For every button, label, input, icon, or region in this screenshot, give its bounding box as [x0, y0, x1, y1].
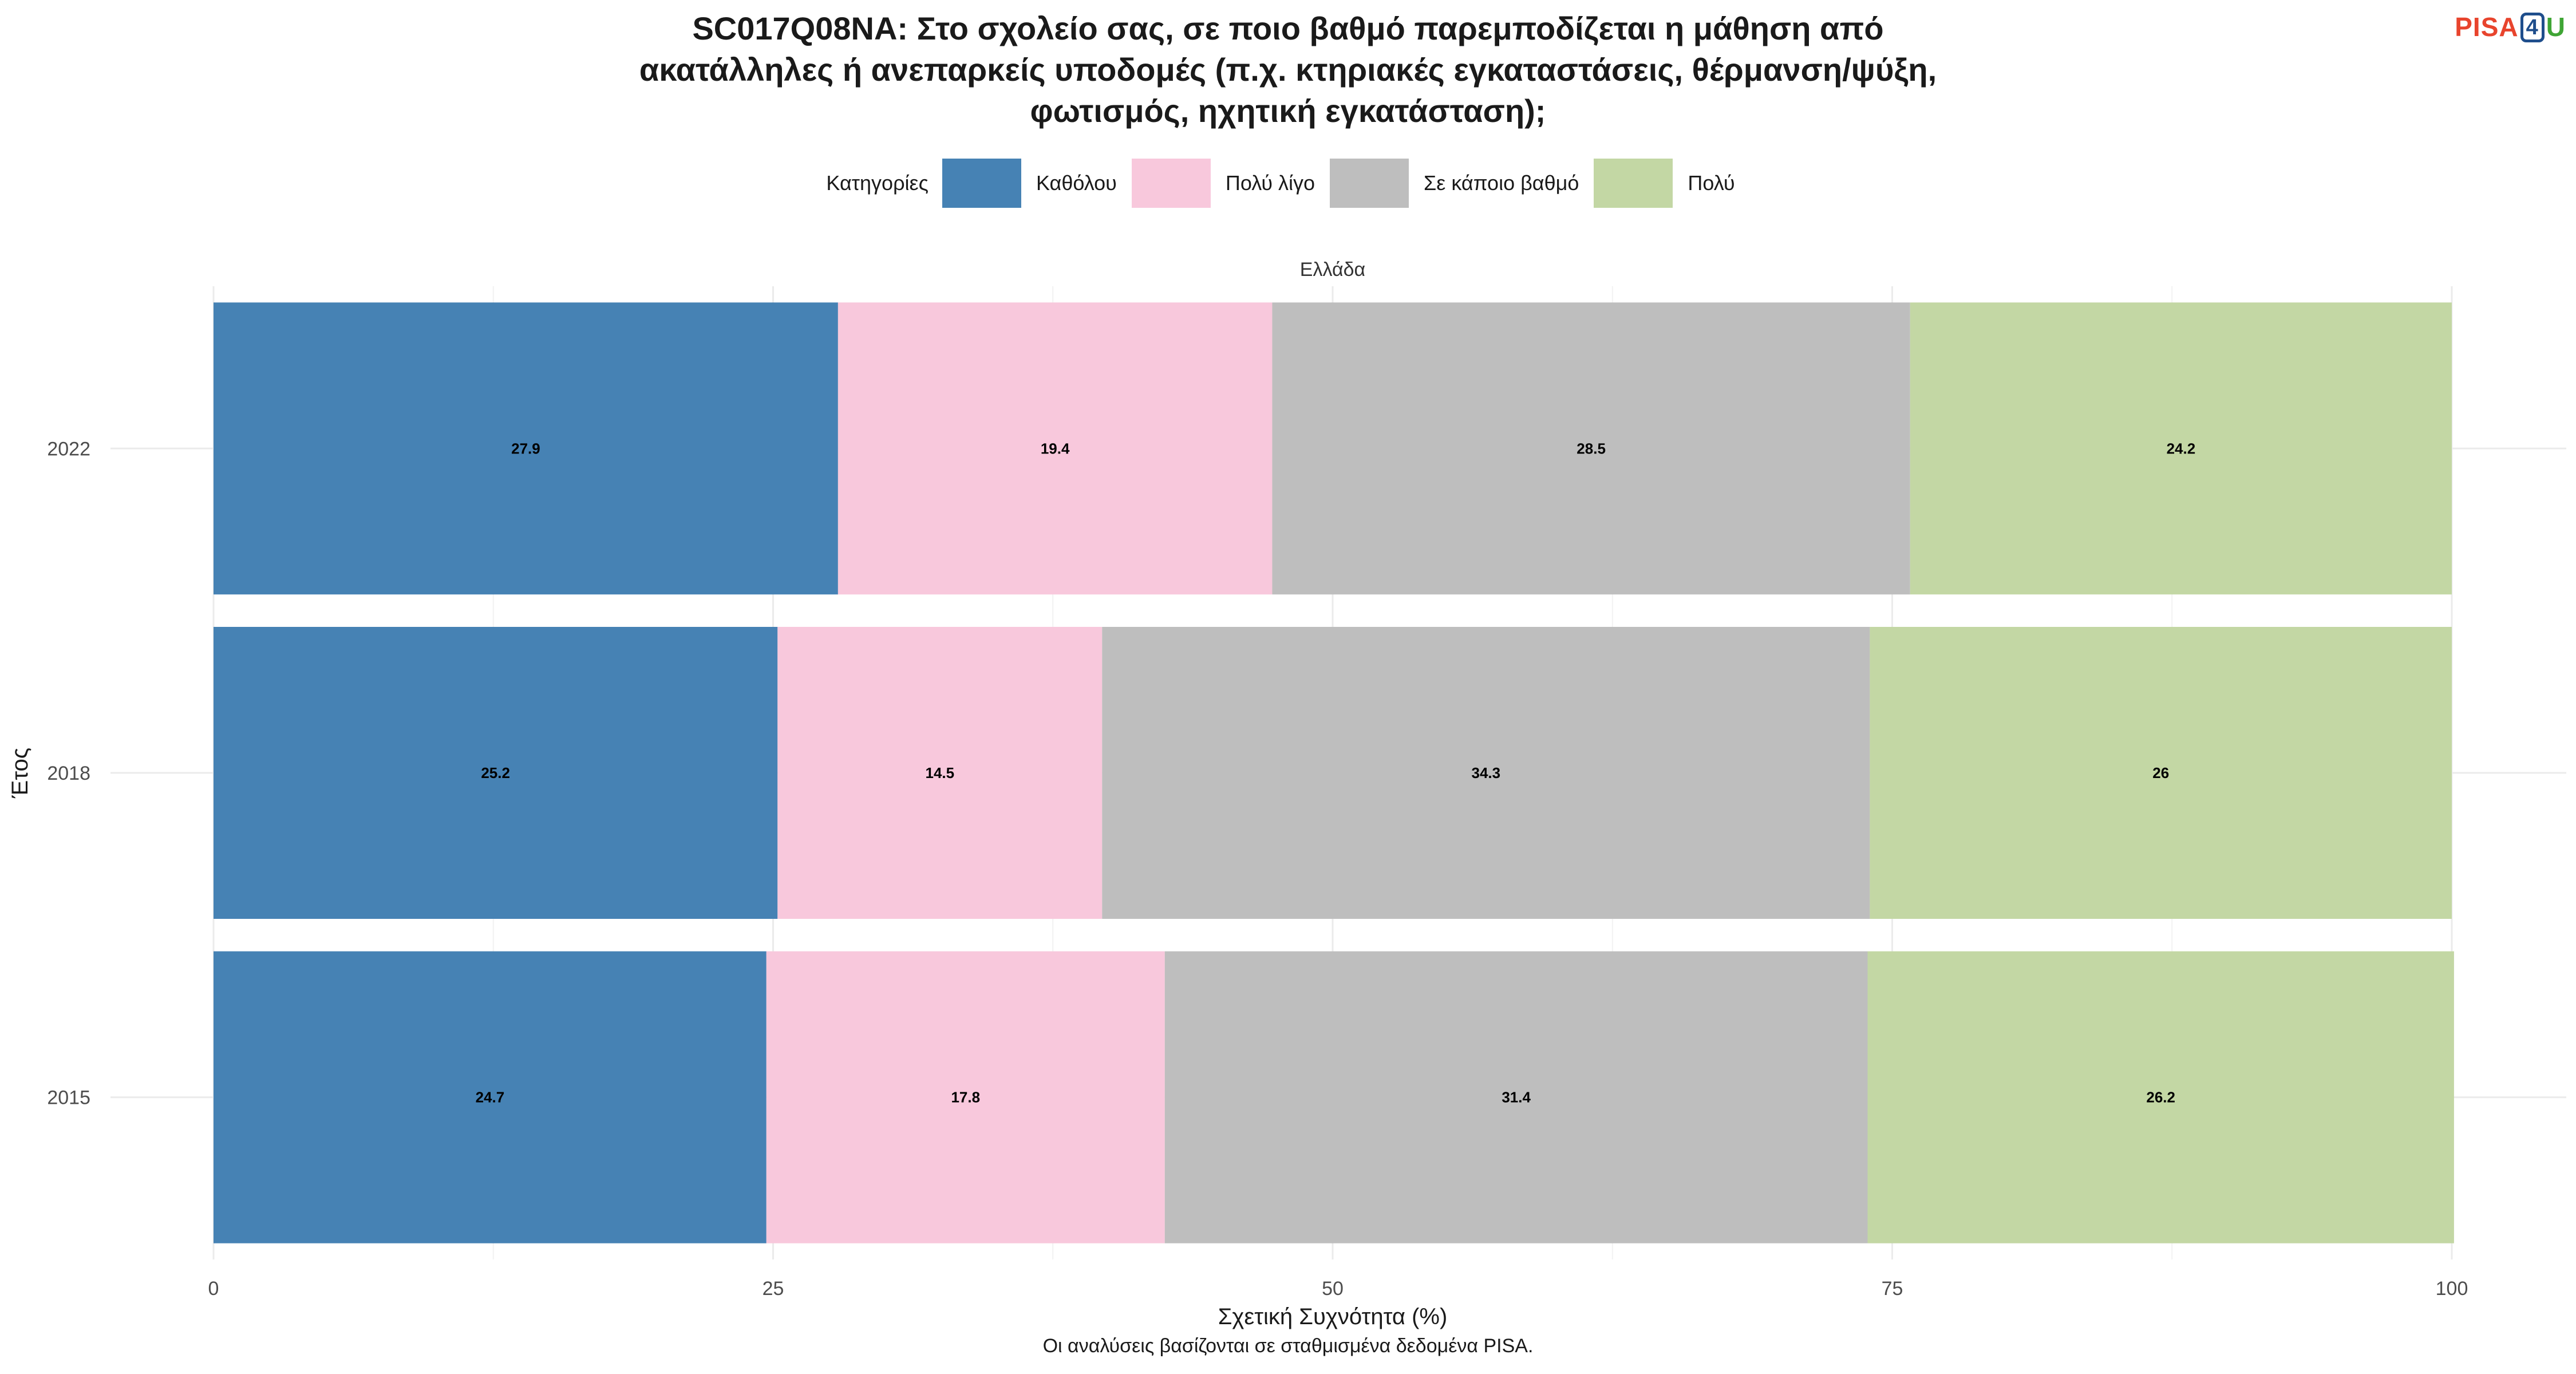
chart-title: SC017Q08NA: Στο σχολείο σας, σε ποιο βαθ…: [0, 8, 2576, 132]
legend-swatch: [1594, 159, 1673, 208]
bar-segment: [1272, 302, 1910, 595]
data-label: 26.2: [2146, 1089, 2175, 1106]
legend-item: Σε κάποιο βαθμό: [1330, 159, 1579, 208]
bar-segment: [1867, 951, 2454, 1243]
y-tick-label: 2015: [47, 1087, 90, 1109]
data-label: 28.5: [1577, 440, 1606, 457]
bar-segment: [1870, 627, 2452, 919]
x-tick-label: 25: [762, 1278, 784, 1300]
legend-item: Καθόλου: [942, 159, 1117, 208]
legend-item: Πολύ: [1594, 159, 1735, 208]
bar-segment: [837, 302, 1273, 595]
data-label: 17.8: [951, 1089, 980, 1106]
legend: Κατηγορίες Καθόλου Πολύ λίγο Σε κάποιο β…: [0, 157, 2576, 209]
x-axis-title: Σχετική Συχνότητα (%): [1218, 1304, 1448, 1329]
chart-title-line: ακατάλληλες ή ανεπαρκείς υποδομές (π.χ. …: [639, 52, 1937, 88]
legend-swatch: [942, 159, 1021, 208]
data-label: 34.3: [1472, 764, 1501, 781]
legend-item: Πολύ λίγο: [1131, 159, 1315, 208]
legend-swatch: [1330, 159, 1409, 208]
logo-u-text: U: [2546, 12, 2566, 42]
y-tick-label: 2022: [47, 438, 90, 460]
logo-four-text: 4: [2520, 13, 2545, 42]
data-label: 31.4: [1502, 1089, 1531, 1106]
legend-label: Πολύ λίγο: [1225, 171, 1315, 195]
chart-title-line: SC017Q08NA: Στο σχολείο σας, σε ποιο βαθ…: [692, 10, 1884, 46]
bar-segment: [214, 627, 778, 919]
bar-segment: [214, 302, 838, 595]
legend-swatch: [1131, 159, 1211, 208]
bar-segment: [1910, 302, 2452, 595]
data-label: 19.4: [1041, 440, 1070, 457]
data-label: 24.7: [476, 1089, 505, 1106]
bar-segment: [777, 627, 1103, 919]
x-tick-label: 0: [208, 1278, 219, 1300]
data-source-caption: Οι αναλύσεις βασίζονται σε σταθμισμένα δ…: [1042, 1335, 1534, 1357]
bar-segment: [214, 951, 767, 1243]
legend-label: Καθόλου: [1036, 171, 1117, 195]
x-tick-label: 50: [1322, 1278, 1344, 1300]
data-label: 14.5: [925, 764, 954, 781]
legend-label: Πολύ: [1688, 171, 1735, 195]
bar-segment: [1102, 627, 1870, 919]
legend-label: Σε κάποιο βαθμό: [1424, 171, 1579, 195]
legend-title: Κατηγορίες: [826, 171, 929, 195]
data-label: 24.2: [2167, 440, 2196, 457]
data-label: 27.9: [511, 440, 540, 457]
y-axis-title: Έτος: [7, 748, 33, 799]
x-tick-label: 100: [2436, 1278, 2468, 1300]
logo-pisa-text: PISA: [2455, 12, 2519, 42]
x-tick-label: 75: [1882, 1278, 1903, 1300]
facet-strip-label: Ελλάδα: [1300, 259, 1365, 281]
pisa4u-logo: PISA 4 U: [2455, 11, 2566, 42]
data-label: 26: [2152, 764, 2169, 781]
chart-title-line: φωτισμός, ηχητική εγκατάσταση);: [1030, 93, 1546, 129]
bar-segment: [1164, 951, 1868, 1243]
y-tick-label: 2018: [47, 763, 90, 784]
bar-segment: [766, 951, 1165, 1243]
data-label: 25.2: [481, 764, 510, 781]
